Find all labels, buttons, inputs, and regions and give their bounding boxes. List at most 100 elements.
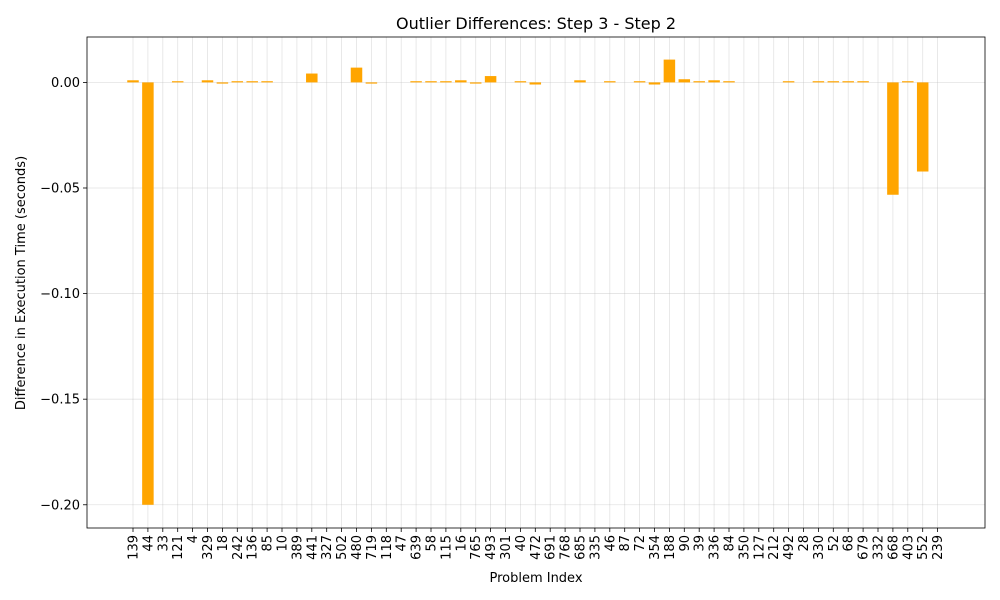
bar-121 (171, 81, 184, 83)
bar-719 (365, 82, 378, 84)
x-tick-label: 44 (141, 535, 156, 552)
bar-472 (529, 82, 542, 85)
y-axis-title: Difference in Execution Time (seconds) (14, 156, 29, 410)
x-tick-label: 46 (603, 535, 618, 552)
bar-765 (469, 82, 482, 84)
x-tick-label: 329 (201, 535, 216, 560)
bar-85 (261, 81, 273, 83)
x-tick-label: 332 (872, 535, 887, 560)
x-tick-label: 115 (439, 535, 454, 560)
bar-480 (350, 67, 363, 83)
bar-188 (663, 59, 676, 83)
y-tick-label: −0.10 (40, 287, 80, 302)
bar-403 (902, 81, 914, 83)
x-tick-label: 18 (216, 535, 231, 552)
x-tick-label: 719 (365, 535, 380, 560)
x-tick-label: 335 (588, 535, 603, 560)
plot-frame (86, 36, 986, 529)
x-tick-label: 354 (648, 535, 663, 560)
bar-58 (425, 81, 437, 83)
x-tick-label: 87 (618, 535, 633, 552)
bar-52 (827, 81, 840, 83)
bar-16 (455, 80, 467, 83)
bar-668 (887, 82, 899, 195)
x-tick-label: 768 (559, 535, 574, 560)
bar-39 (693, 81, 705, 83)
x-tick-label: 40 (514, 535, 529, 552)
x-tick-label: 492 (782, 535, 797, 560)
x-tick-label: 47 (395, 535, 410, 552)
bar-136 (246, 81, 258, 83)
bar-354 (648, 82, 661, 85)
x-tick-label: 188 (663, 535, 678, 560)
y-tick-label: −0.20 (40, 498, 80, 513)
x-tick-label: 4 (186, 535, 201, 543)
x-tick-label: 441 (305, 535, 320, 560)
x-tick-label: 10 (276, 535, 291, 552)
bar-18 (216, 82, 229, 84)
bar-552 (916, 82, 929, 172)
x-tick-label: 85 (261, 535, 276, 552)
x-tick-label: 327 (320, 535, 335, 560)
x-tick-label: 72 (633, 535, 648, 552)
x-tick-label: 336 (708, 535, 723, 560)
x-tick-label: 58 (425, 535, 440, 552)
x-tick-label: 502 (335, 535, 350, 560)
x-tick-label: 68 (842, 535, 857, 552)
bar-68 (842, 81, 854, 83)
x-tick-label: 639 (410, 535, 425, 560)
x-tick-label: 52 (827, 535, 842, 552)
bar-493 (484, 76, 497, 83)
x-tick-label: 472 (529, 535, 544, 560)
x-tick-label: 127 (752, 535, 767, 560)
x-tick-label: 84 (723, 535, 738, 552)
x-tick-label: 33 (156, 535, 171, 552)
bar-639 (410, 81, 422, 83)
x-tick-label: 242 (231, 535, 246, 560)
y-axis: 0.00 −0.05 −0.10 −0.15 −0.20 (40, 76, 87, 513)
x-axis-title: Problem Index (489, 571, 582, 586)
x-tick-label: 679 (857, 535, 872, 560)
x-tick-label: 28 (797, 535, 812, 552)
bars-layer (127, 59, 929, 505)
x-tick-label: 668 (886, 535, 901, 560)
bar-441 (306, 73, 318, 83)
x-tick-label: 403 (901, 535, 916, 560)
bar-139 (127, 80, 139, 83)
x-tick-label: 685 (574, 535, 589, 560)
x-tick-label: 480 (350, 535, 365, 560)
y-tick-label: 0.00 (51, 76, 80, 91)
x-tick-label: 90 (678, 535, 693, 552)
y-tick-label: −0.05 (40, 181, 80, 196)
x-tick-label: 212 (767, 535, 782, 560)
x-tick-label: 765 (469, 535, 484, 560)
x-tick-label: 121 (171, 535, 186, 560)
bar-40 (514, 81, 527, 83)
x-tick-label: 136 (246, 535, 261, 560)
bar-330 (812, 81, 825, 83)
grid-layer (87, 37, 985, 528)
bar-72 (633, 81, 646, 83)
bar-44 (142, 82, 154, 505)
bar-90 (678, 79, 691, 83)
bar-329 (201, 80, 214, 83)
bar-115 (440, 81, 452, 83)
bar-679 (857, 81, 869, 83)
x-tick-label: 493 (484, 535, 499, 560)
bar-46 (604, 81, 616, 83)
x-tick-label: 389 (290, 535, 305, 560)
x-tick-label: 330 (812, 535, 827, 560)
x-tick-label: 139 (127, 535, 142, 560)
bar-492 (782, 81, 795, 83)
x-tick-label: 39 (693, 535, 708, 552)
x-tick-label: 552 (916, 535, 931, 560)
x-tick-label: 118 (380, 535, 395, 560)
y-tick-label: −0.15 (40, 393, 80, 408)
bar-84 (723, 81, 735, 83)
x-tick-label: 239 (931, 535, 946, 560)
x-tick-label: 301 (499, 535, 514, 560)
x-tick-label: 16 (454, 535, 469, 552)
x-axis: 139 44 33 121 4 329 18 242 136 85 10 389 441 327 502 48… (127, 528, 946, 560)
